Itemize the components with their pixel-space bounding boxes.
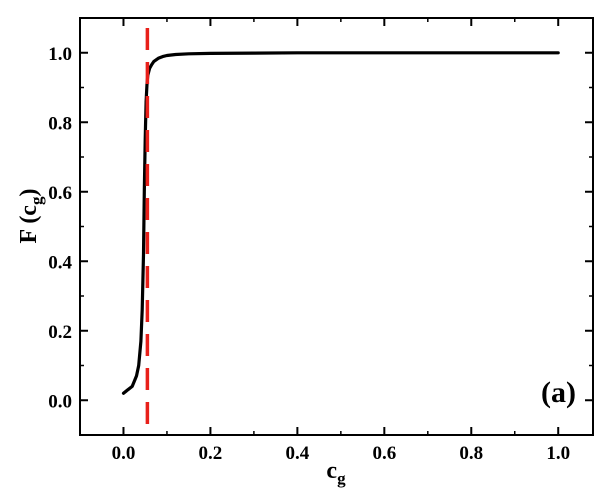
y-axis-title-sub: g [27,196,46,205]
x-tick-label: 1.0 [546,443,570,464]
y-tick-label: 0.8 [48,113,72,134]
y-tick-label: 1.0 [48,44,72,65]
x-axis-title-base: c [326,458,337,484]
series-line [121,51,560,395]
y-tick-label: 0.4 [48,252,72,273]
axis-ticks: 0.0 0.2 0.4 0.6 0.8 1.0 0.0 0.2 0.4 0.6 0.8 1.0 [48,18,593,464]
y-axis-title: F (cg) [16,189,46,244]
panel-label: (a) [541,376,576,409]
y-axis-title-suffix: ) [16,189,42,197]
x-tick-label: 0.2 [199,443,223,464]
plot-frame [79,17,594,436]
x-tick-label: 0.8 [459,443,483,464]
x-tick-label: 0.0 [112,443,136,464]
x-tick-label: 0.4 [285,443,309,464]
y-tick-label: 0.6 [48,183,72,204]
y-tick-label: 0.2 [48,322,72,343]
y-axis-title-prefix: F ( [16,216,42,244]
plot-border [79,17,594,436]
y-axis-title-base: c [16,205,42,216]
x-axis-title: cg [326,458,346,488]
x-tick-label: 0.6 [372,443,396,464]
y-tick-label: 0.0 [48,391,72,412]
x-axis-title-sub: g [337,469,346,488]
series-group [121,51,560,395]
